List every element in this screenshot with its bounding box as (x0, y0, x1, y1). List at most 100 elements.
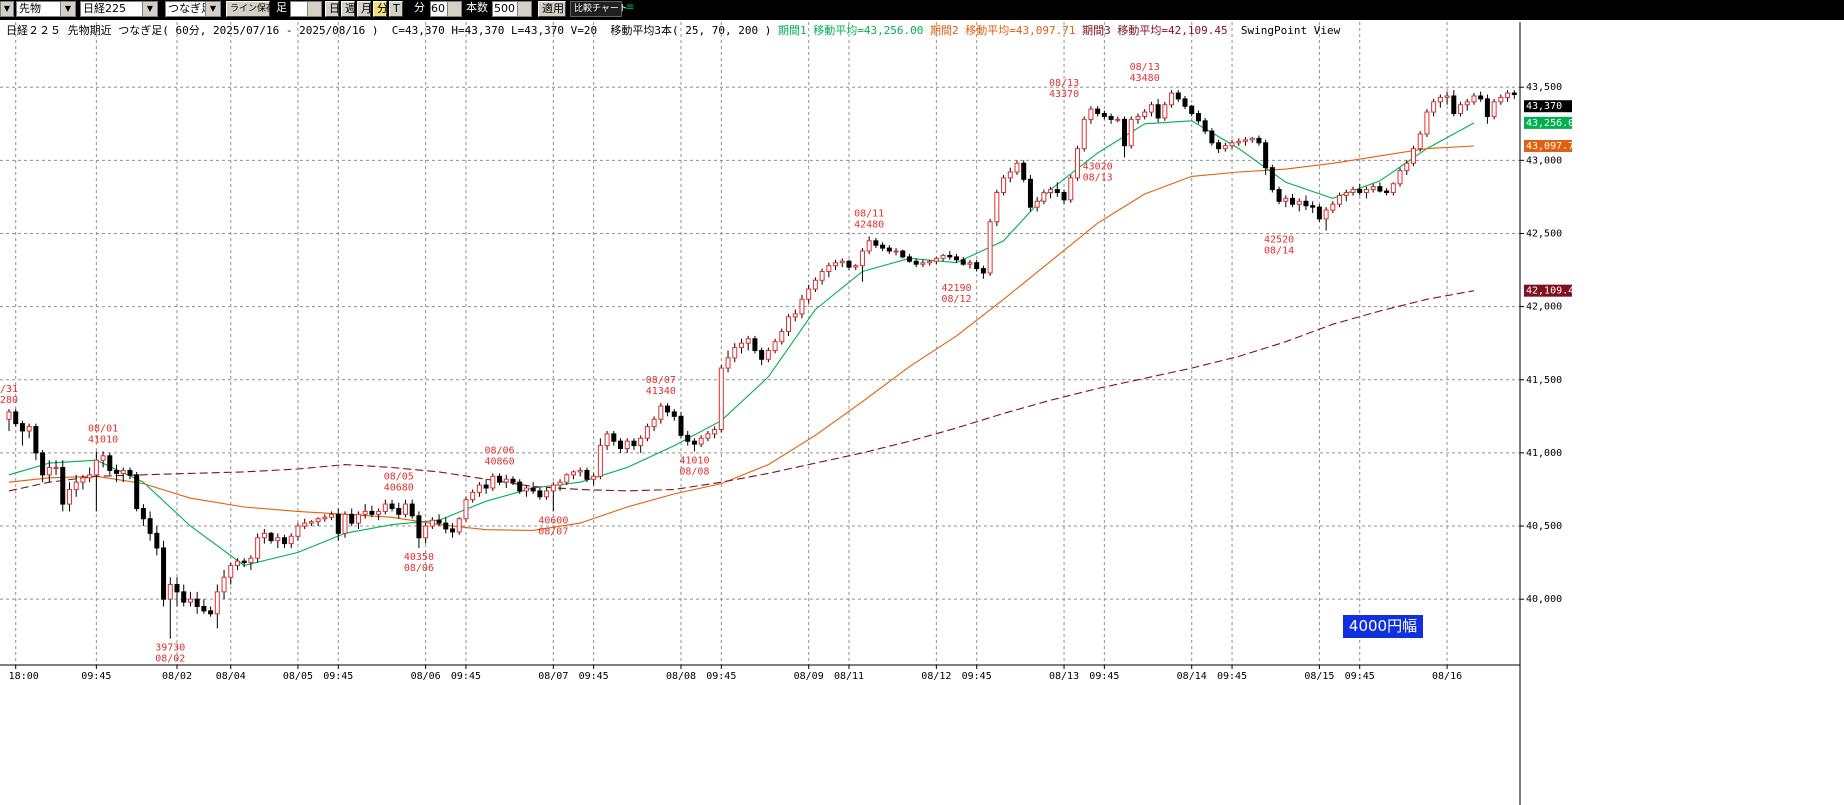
market-select[interactable]: 先物 ▼ (16, 1, 76, 17)
candle-body (329, 513, 335, 518)
candle-body (40, 452, 46, 476)
y-tick-label: 43,000 (1526, 155, 1562, 166)
candle-body (1001, 177, 1007, 194)
candle-body (1236, 140, 1242, 144)
save-line-button[interactable]: ライン保存 (226, 1, 275, 17)
swing-point-label: 41340 (646, 386, 676, 397)
candle-body (241, 560, 247, 564)
swing-point-label: 40860 (485, 456, 515, 467)
candle-body (1068, 177, 1074, 201)
candle-body (678, 415, 684, 436)
candle-body (1303, 200, 1309, 207)
swing-point-label: 08/02 (155, 654, 185, 665)
candle-body (1323, 209, 1329, 220)
candle-body (812, 279, 818, 290)
chart-style-icon[interactable]: ≡ (626, 2, 635, 13)
candle-body (960, 259, 966, 265)
swing-point-label: 08/06 (485, 445, 515, 456)
x-tick-label: 09:45 (962, 671, 992, 682)
x-tick-label: 09:45 (1345, 671, 1375, 682)
candle-body (1290, 197, 1296, 205)
period-week-button[interactable]: 週 (341, 1, 356, 17)
swing-point-label: 08/08 (679, 466, 709, 477)
compare-chart-button[interactable]: 比較チャート (570, 1, 628, 17)
candle-body (906, 256, 912, 262)
count-label: 本数 (466, 1, 488, 14)
candle-body (120, 469, 126, 474)
candle-body (73, 481, 79, 490)
candle-body (268, 532, 274, 542)
candle-body (355, 513, 361, 524)
candle-body (6, 411, 12, 420)
x-tick-label: 08/06 (411, 671, 441, 682)
candle-body (302, 522, 308, 527)
candle-body (1464, 101, 1470, 106)
candle-body (537, 490, 543, 498)
candle-body (1498, 96, 1504, 103)
bar-type-select[interactable]: つなぎ足 ▼ (165, 1, 221, 17)
candle-body (1444, 95, 1450, 98)
candle-body (1135, 115, 1141, 120)
symbol-select[interactable]: 日経225 ▼ (80, 1, 158, 17)
swing-point-annotations: /3128008/01410103973008/0208/05406804035… (0, 62, 1294, 665)
candle-body (1310, 205, 1316, 208)
menu-dropdown-icon[interactable]: ▼ (0, 1, 14, 17)
candle-body (1296, 200, 1302, 205)
period-minute-button[interactable]: 分 (373, 1, 388, 17)
ohlcv-readout: C=43,370 H=43,370 L=43,370 V=20 (391, 24, 598, 37)
x-tick-label: 08/08 (666, 671, 696, 682)
minute-input[interactable]: 60 (430, 1, 462, 17)
candle-body (201, 605, 207, 612)
candle-body (1034, 200, 1040, 208)
candle-body (651, 418, 657, 428)
candle-body (597, 445, 603, 477)
candle-body (732, 347, 738, 359)
candle-body (1222, 145, 1228, 150)
candle-body (1014, 162, 1020, 173)
candle-body (1041, 192, 1047, 202)
candle-body (315, 518, 321, 523)
candle-body (1249, 137, 1255, 141)
candle-body (288, 535, 294, 545)
candle-body (208, 610, 214, 615)
y-tick-label: 40,500 (1526, 521, 1562, 532)
candle-body (618, 440, 624, 450)
candle-body (1115, 118, 1121, 121)
period-tick-button[interactable]: T (389, 1, 403, 17)
candle-body (913, 260, 919, 265)
ma1-value-tag-bg (1524, 116, 1572, 129)
swing-point-label: 41010 (88, 434, 118, 445)
candle-body (87, 474, 93, 479)
apply-button[interactable]: 適用 (538, 1, 566, 17)
swing-point-label: 280 (0, 395, 18, 406)
candle-body (510, 478, 516, 483)
candle-body (1081, 118, 1087, 150)
period-day-button[interactable]: 日 (325, 1, 340, 17)
candle-body (880, 244, 886, 249)
candle-body (282, 537, 288, 545)
candle-body (322, 516, 328, 520)
y-tick-label: 41,000 (1526, 448, 1562, 459)
swing-point-label: /31 (0, 384, 18, 395)
period-stepper[interactable] (290, 1, 322, 17)
candle-body (376, 510, 382, 515)
candle-body (745, 338, 751, 344)
candle-body (685, 434, 691, 442)
last-price-tag-bg (1524, 100, 1572, 113)
candle-body (1088, 108, 1094, 120)
candle-body (631, 440, 637, 447)
candle-body (13, 411, 19, 425)
candle-body (1189, 105, 1195, 115)
candle-body (591, 475, 597, 480)
period-month-button[interactable]: 月 (357, 1, 372, 17)
x-tick-label: 09:45 (81, 671, 111, 682)
count-input[interactable]: 500 (492, 1, 532, 17)
swing-point-label: 40350 (404, 552, 434, 563)
candle-body (167, 584, 173, 600)
candle-body (1122, 118, 1128, 147)
candle-body (349, 513, 355, 524)
candle-body (140, 507, 146, 520)
candle-body (429, 519, 435, 527)
x-tick-label: 09:45 (579, 671, 609, 682)
